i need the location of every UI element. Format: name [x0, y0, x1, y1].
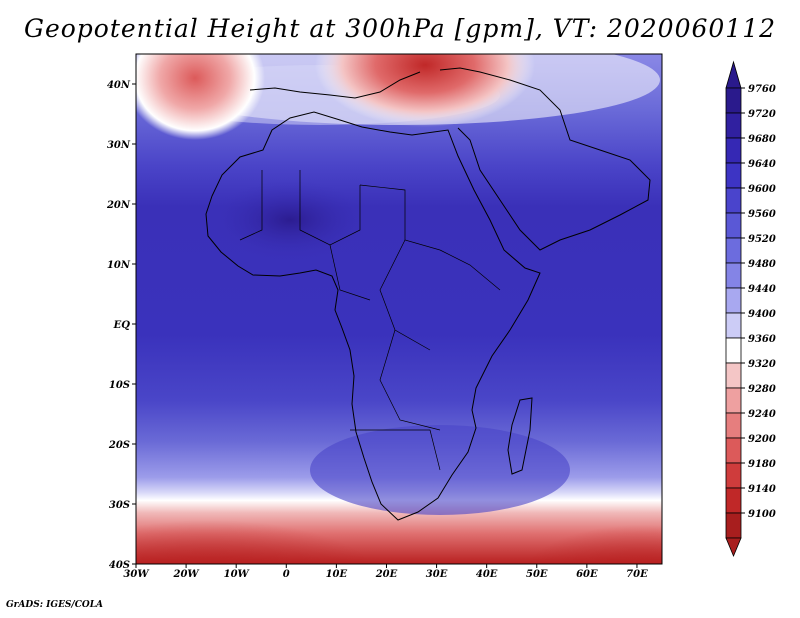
lon-tick-label: 0 [283, 569, 290, 580]
plot-frame [135, 53, 663, 565]
lon-tick-label: 50E [526, 569, 548, 580]
colorbar-label: 9760 [748, 84, 776, 95]
colorbar-swatch [725, 512, 742, 539]
lat-tick-label: 40S [109, 560, 130, 571]
colorbar-label: 9440 [748, 284, 776, 295]
colorbar-swatch [725, 412, 742, 439]
colorbar-label: 9560 [748, 209, 776, 220]
colorbar-swatch [725, 187, 742, 214]
colorbar-swatch [725, 362, 742, 389]
colorbar-label: 9320 [748, 359, 776, 370]
colorbar-label: 9520 [748, 234, 776, 245]
colorbar-label: 9240 [748, 409, 776, 420]
colorbar-label: 9280 [748, 384, 776, 395]
colorbar-label: 9600 [748, 184, 776, 195]
height-field [136, 54, 662, 564]
lon-tick-label: 20W [173, 569, 201, 580]
longitude-axis: 30W 20W 10W 0 10E 20E 30E 40E 50E 60E 70E [123, 564, 648, 580]
colorbar-label: 9100 [748, 509, 776, 520]
map-title: Geopotential Height at 300hPa [gpm], VT:… [23, 14, 777, 43]
lat-tick-label: 30N [107, 140, 131, 151]
lat-tick-label: 30S [109, 500, 130, 511]
latitude-axis: 40N 30N 20N 10N EQ 10S 20S 30S 40S [106, 80, 136, 571]
colorbar-swatch [725, 262, 742, 289]
colorbar-swatch [725, 287, 742, 314]
lon-tick-label: 40E [476, 569, 498, 580]
colorbar-swatch [725, 387, 742, 414]
lat-tick-label: 40N [107, 80, 131, 91]
lat-tick-label: 20N [106, 200, 131, 211]
colorbar-label: 9640 [748, 159, 776, 170]
colorbar-top-arrow [725, 60, 742, 89]
lat-tick-label: 10N [107, 260, 131, 271]
colorbar: 9760 9720 9680 9640 9600 9560 9520 9480 9440 9400… [725, 60, 776, 558]
lon-tick-label: 30W [123, 569, 150, 580]
coastline-africa [205, 67, 651, 521]
colorbar-label: 9480 [748, 259, 776, 270]
colorbar-swatch [725, 437, 742, 464]
colorbar-label: 9400 [748, 309, 776, 320]
colorbar-label: 9360 [748, 334, 776, 345]
lon-tick-label: 70E [626, 569, 648, 580]
lat-tick-label: 10S [109, 380, 130, 391]
lon-tick-label: 10W [224, 569, 251, 580]
colorbar-swatch [725, 162, 742, 189]
lat-tick-label: 20S [108, 440, 130, 451]
colorbar-swatch [725, 337, 742, 364]
colorbar-swatch [725, 112, 742, 139]
grads-credit: GrADS: IGES/COLA [6, 600, 104, 610]
colorbar-swatch [725, 487, 742, 514]
country-borders [239, 170, 501, 471]
lon-tick-label: 10E [326, 569, 348, 580]
colorbar-label: 9180 [748, 459, 776, 470]
colorbar-bottom-arrow [725, 537, 742, 558]
lon-tick-label: 60E [576, 569, 598, 580]
colorbar-swatch [725, 462, 742, 489]
colorbar-label: 9680 [748, 134, 776, 145]
lon-tick-label: 30E [426, 569, 448, 580]
colorbar-swatch [725, 137, 742, 164]
lat-tick-label: EQ [113, 320, 131, 331]
colorbar-swatch [725, 87, 742, 114]
colorbar-swatch [725, 212, 742, 239]
colorbar-swatch [725, 237, 742, 264]
colorbar-label: 9720 [748, 109, 776, 120]
colorbar-label: 9200 [748, 434, 776, 445]
colorbar-label: 9140 [748, 484, 776, 495]
lon-tick-label: 20E [375, 569, 398, 580]
colorbar-swatch [725, 312, 742, 339]
